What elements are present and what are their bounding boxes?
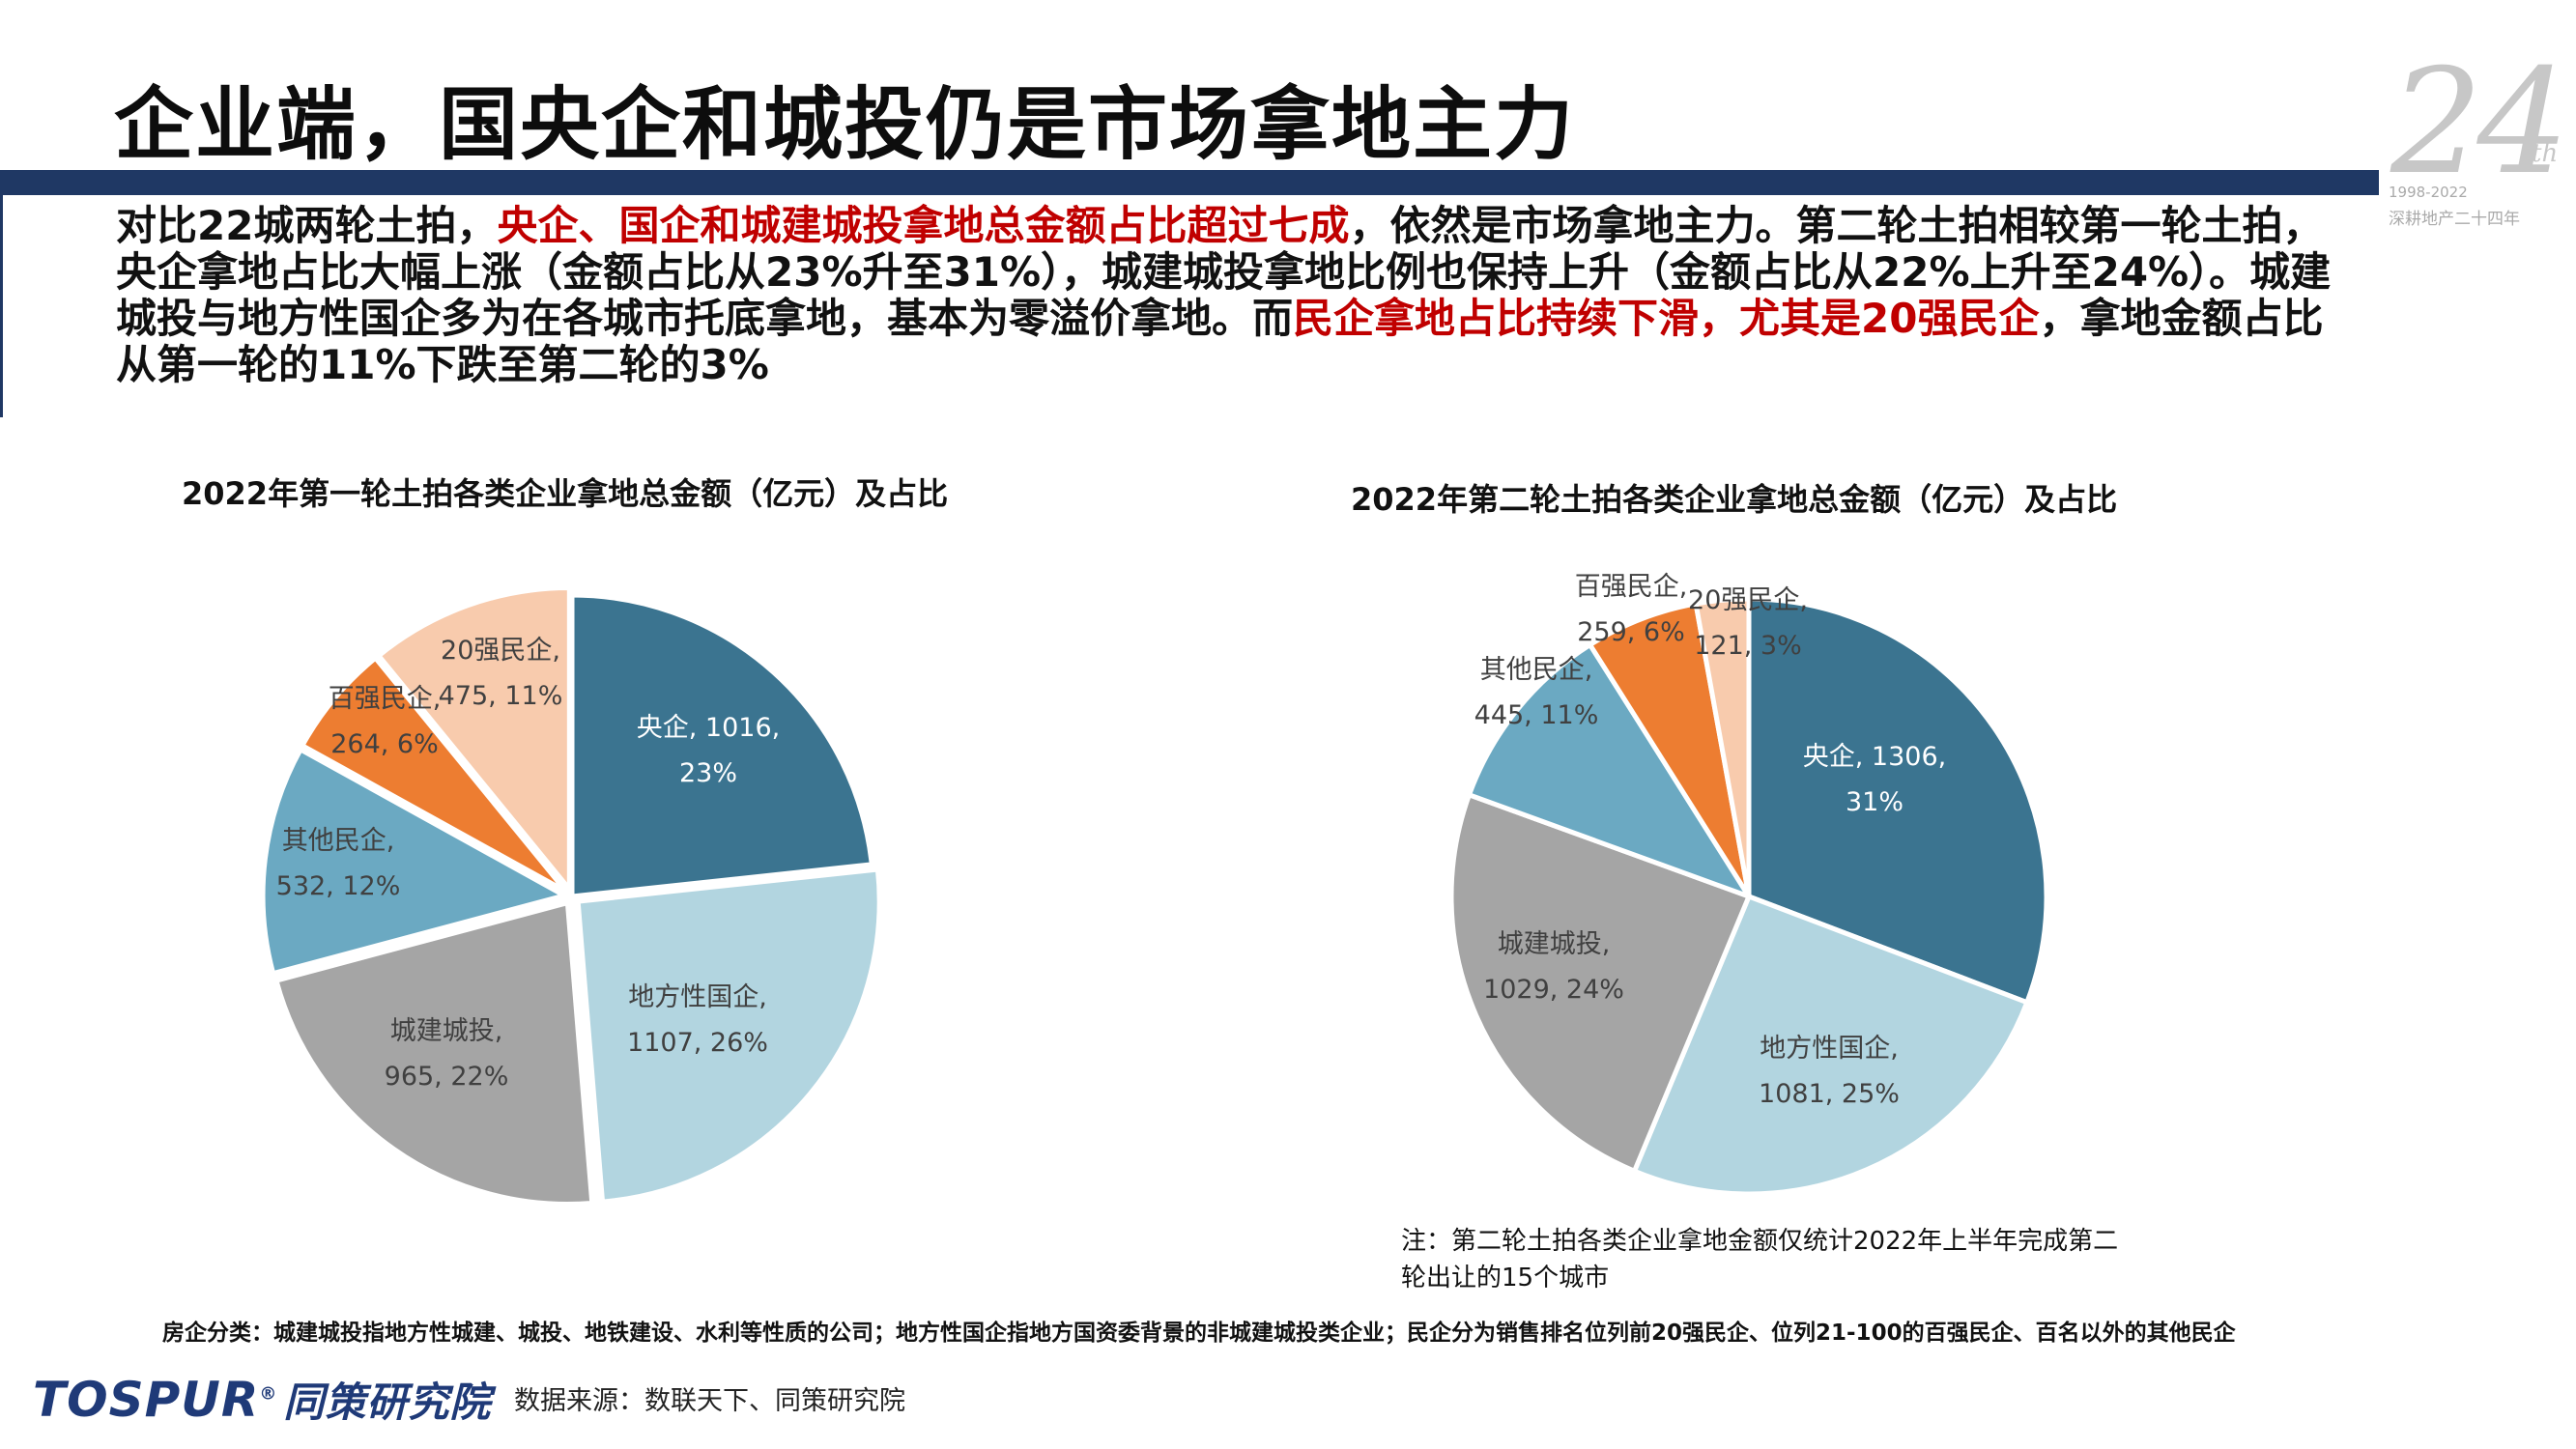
slice-label-1-其他民企: 其他民企, 532, 12%: [276, 826, 401, 901]
slice-label-2-百强民企: 百强民企, 259, 6%: [1575, 572, 1688, 647]
brand-name-cn: 同策研究院: [283, 1378, 492, 1426]
slice-label-1-城建城投: 城建城投, 965, 22%: [385, 1016, 509, 1092]
classification-footnote: 房企分类：城建城投指地方性城建、城投、地铁建设、水利等性质的公司；地方性国企指地…: [162, 1321, 2236, 1346]
pie-slice-1-其他民企: [260, 747, 567, 977]
left-edge-accent: [0, 195, 3, 417]
slice-label-1-百强民企: 百强民企, 264, 6%: [329, 684, 442, 759]
slice-label-2-20强民企: 20强民企, 121, 3%: [1688, 585, 1808, 661]
summary-text-1: 对比22城两轮土拍，: [116, 202, 498, 249]
slice-label-2-央企: 央企, 1306, 31%: [1803, 742, 1946, 817]
pie-slice-1-百强民企: [300, 655, 569, 895]
brand-logo: TOSPUR® 同策研究院: [33, 1370, 491, 1429]
summary-text-3: ，拿地金额占比从第一轮的11%下跌至第二轮的3%: [116, 295, 2324, 388]
slice-label-2-其他民企: 其他民企, 445, 11%: [1474, 655, 1599, 730]
pie-slice-2-20强民企: [1693, 596, 1752, 899]
pie-slice-2-地方性国企: [1632, 894, 2030, 1197]
summary-highlight-1: 央企、国企和城建城投拿地总金额占比超过七成: [497, 202, 1350, 249]
pie-slice-1-地方性国企: [575, 867, 882, 1205]
anniversary-logo: 24 th 1998-2022 深耕地产二十四年: [2387, 39, 2576, 232]
summary-text-2: ，依然是市场拿地主力。第二轮土拍相较第一轮土拍，央企拿地占比大幅上涨（金额占比从…: [116, 202, 2332, 342]
pie-slice-1-城建城投: [273, 900, 595, 1208]
slice-label-2-城建城投: 城建城投, 1029, 24%: [1483, 929, 1624, 1005]
data-source: 数据来源：数联天下、同策研究院: [514, 1386, 905, 1416]
pie-slice-2-其他民企: [1467, 642, 1752, 899]
chart1-title: 2022年第一轮土拍各类企业拿地总金额（亿元）及占比: [182, 475, 949, 512]
slice-label-1-地方性国企: 地方性国企, 1107, 26%: [627, 982, 768, 1058]
logo-number: 24: [2390, 39, 2569, 207]
summary-paragraph: 对比22城两轮土拍，央企、国企和城建城投拿地总金额占比超过七成，依然是市场拿地主…: [116, 203, 2338, 388]
slice-label-1-20强民企: 20强民企, 475, 11%: [439, 636, 563, 711]
pie-slice-2-央企: [1746, 596, 2049, 1006]
logo-years: 1998-2022: [2389, 184, 2468, 201]
summary-highlight-2: 民企拿地占比持续下滑，尤其是20强民企: [1293, 295, 2040, 342]
slice-label-1-央企: 央企, 1016, 23%: [637, 713, 780, 788]
page-title: 企业端，国央企和城投仍是市场拿地主力: [114, 79, 1576, 171]
brand-name: TOSPUR: [33, 1372, 260, 1428]
slice-label-2-地方性国企: 地方性国企, 1081, 25%: [1759, 1034, 1900, 1109]
brand-registered-mark: ®: [259, 1383, 278, 1405]
chart2-title: 2022年第二轮土拍各类企业拿地总金额（亿元）及占比: [1351, 481, 2118, 518]
logo-caption: 深耕地产二十四年: [2389, 210, 2520, 229]
chart-note: 注：第二轮土拍各类企业拿地金额仅统计2022年上半年完成第二轮出让的15个城市: [1401, 1227, 2119, 1293]
logo-suffix: th: [2532, 139, 2559, 168]
pie-slice-1-20强民企: [376, 584, 572, 892]
title-underline-bar: [0, 170, 2379, 195]
pie-slice-2-城建城投: [1448, 792, 1752, 1174]
pie-slice-1-央企: [569, 592, 874, 899]
